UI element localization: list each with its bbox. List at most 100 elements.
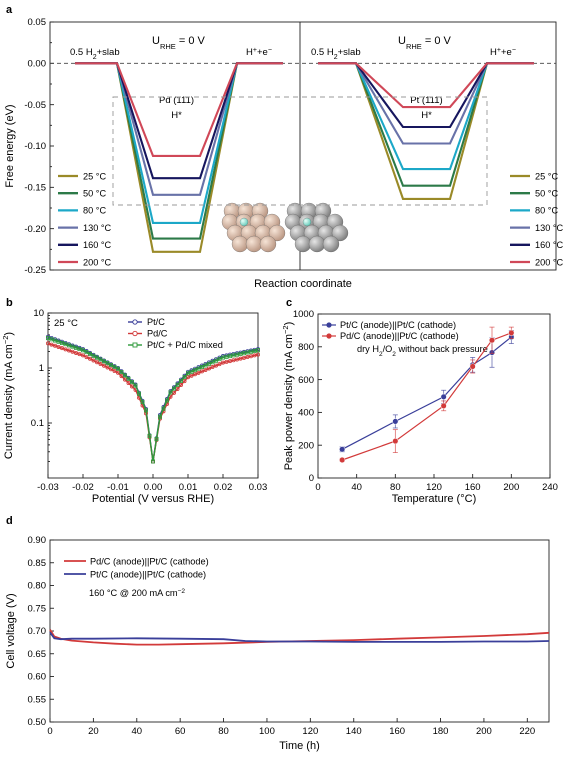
x-tick-label: -0.01: [107, 482, 129, 493]
y-axis-label-part: ): [3, 332, 15, 336]
series-line: [49, 631, 550, 643]
x-tick-label: -0.03: [37, 482, 59, 493]
data-point: [154, 437, 159, 442]
legend-label: 160 °C: [83, 240, 112, 250]
data-point: [119, 370, 124, 375]
data-point: [168, 390, 173, 395]
state-label-part: H: [490, 47, 497, 58]
series-line: [47, 337, 259, 462]
metal-atom: [259, 235, 277, 253]
hydrogen-atom: [239, 217, 249, 227]
data-point: [46, 341, 51, 346]
state-label-sup: +: [497, 47, 501, 54]
x-axis-label: Time (h): [279, 740, 320, 752]
data-point: [53, 343, 58, 348]
legend-marker: [132, 342, 138, 348]
y-tick-label: 10: [33, 308, 44, 319]
data-point: [199, 369, 204, 374]
series-line-50C: [318, 62, 534, 187]
legend-marker: [326, 322, 332, 328]
data-point: [150, 459, 155, 464]
panel-a-free-energy-diagram: 0.05 0.00 -0.05 -0.10 -0.15 -0.20 -0.25 Free en…: [4, 17, 563, 290]
panel-label-c: c: [286, 297, 292, 309]
y-tick-label: 0.55: [28, 694, 47, 705]
series-pt-pt: Pt/C (anode)||Pt/C (cathode): [49, 569, 550, 643]
conditions-annotation: 160 °C @ 200 mA cm−2: [89, 588, 185, 599]
data-point: [91, 358, 96, 363]
metal-atom: [294, 235, 312, 253]
y-axis-label-part: Peak power density (mA cm: [283, 334, 295, 470]
legend-label: Pt/C + Pd/C mixed: [147, 340, 223, 350]
x-axis-label: Temperature (°C): [392, 493, 476, 505]
legend-label: Pt/C (anode)||Pt/C (cathode): [90, 569, 206, 579]
series-line: [341, 336, 512, 450]
data-point: [213, 363, 218, 368]
state-label-initial: 0.5 H2+slab: [311, 47, 361, 61]
legend-label: Pd/C (anode)||Pt/C (cathode): [90, 556, 209, 566]
data-point: [123, 373, 128, 378]
conditions-annotation: dry H2/O2 without back pressure: [357, 344, 488, 358]
state-label-part: 0.5 H: [70, 47, 93, 58]
state-label-part: +slab: [97, 47, 120, 58]
state-label-sup: +: [253, 47, 257, 54]
data-point: [143, 408, 148, 413]
data-point: [67, 348, 72, 353]
x-tick-label: 20: [88, 726, 99, 737]
panel-label-b: b: [6, 297, 13, 309]
x-tick-label: 40: [351, 482, 362, 493]
y-tick-label: -0.20: [24, 224, 46, 235]
series-line-80C: [75, 62, 283, 224]
state-label-part: +slab: [338, 47, 361, 58]
data-point: [175, 382, 180, 387]
surface-label: Pd (111): [159, 95, 194, 106]
series-ptc: Pt/C: [46, 317, 260, 464]
legend-label: 200 °C: [535, 257, 563, 267]
data-point: [241, 355, 246, 360]
legend-label: 130 °C: [83, 223, 112, 233]
data-point: [88, 356, 93, 361]
y-tick-label: -0.05: [24, 100, 46, 111]
panel-b-current-density-plot: -0.03 -0.02 -0.01 0.00 0.01 0.02 0.03 0.1 1 10 Cur…: [1, 308, 268, 505]
y-tick-label: -0.10: [24, 141, 46, 152]
metal-atom: [331, 224, 349, 242]
potential-label-part: U: [152, 35, 160, 47]
y-tick-label: 0.80: [28, 581, 47, 592]
y-tick-label: 600: [298, 375, 314, 386]
data-point: [231, 358, 236, 363]
series-pd-pt: Pd/C (anode)||Pt/C (cathode): [49, 556, 550, 646]
y-tick-label: 1: [39, 363, 44, 374]
y-tick-label: 0: [309, 473, 314, 484]
panel-c-peak-power-plot: 0 40 80 120 160 200 240 0 200 400 600 800 1000 Peak p…: [281, 309, 558, 505]
state-label-sub: 2: [334, 54, 338, 61]
subpanel-pd111: 0.5 H2+slab H++e− URHE = 0 V Pd (111) H* 25 °…: [58, 35, 286, 267]
y-tick-label: 0.05: [28, 17, 47, 28]
y-tick-label: 1000: [293, 309, 314, 320]
y-axis-label: Cell voltage (V): [5, 593, 17, 668]
data-point: [245, 355, 250, 360]
potential-label-part: U: [398, 35, 406, 47]
data-point: [227, 359, 232, 364]
x-tick-label: 0.00: [144, 482, 163, 493]
x-tick-label: 120: [426, 482, 442, 493]
annotation-part: /O: [383, 344, 393, 354]
data-point: [136, 391, 141, 396]
x-tick-label: 160: [465, 482, 481, 493]
x-tick-label: 200: [503, 482, 519, 493]
x-tick-label: 0.01: [179, 482, 198, 493]
x-axis-label: Reaction coordinate: [254, 278, 352, 290]
series-line-25C: [318, 62, 534, 200]
potential-label: URHE = 0 V: [398, 35, 452, 51]
y-tick-label: 800: [298, 342, 314, 353]
y-tick-label: -0.15: [24, 183, 46, 194]
legend-label: 25 °C: [83, 171, 106, 181]
data-point: [224, 359, 229, 364]
data-point: [49, 342, 54, 347]
state-label-part: +e: [257, 47, 268, 58]
atom-structure-illustration: [284, 202, 349, 253]
potential-label-part: = 0 V: [422, 35, 452, 47]
data-point: [217, 362, 222, 367]
x-tick-label: 100: [259, 726, 275, 737]
data-point: [234, 357, 239, 362]
metal-atom: [245, 235, 263, 253]
y-axis-label: Peak power density (mA cm−2): [281, 322, 296, 471]
